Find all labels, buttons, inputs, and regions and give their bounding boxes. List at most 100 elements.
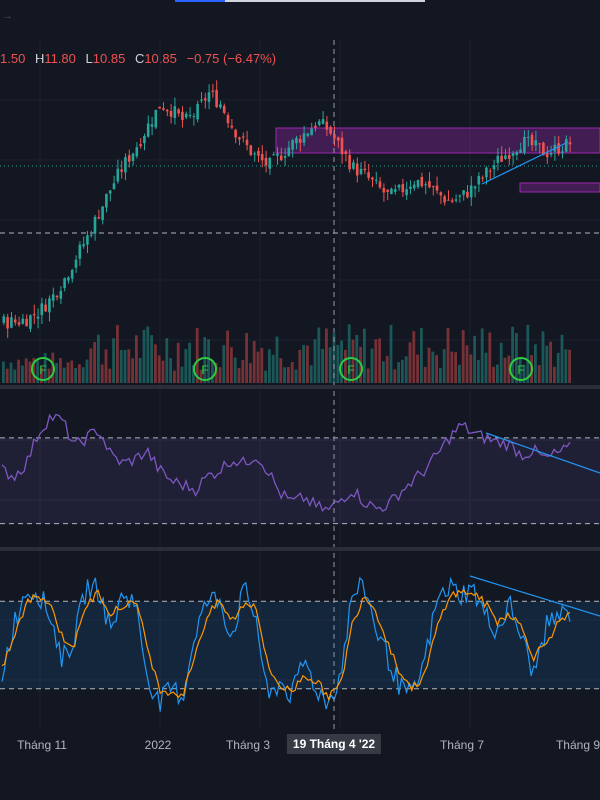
volume-bar [169,358,172,383]
volume-bar [230,347,233,383]
volume-bar [461,330,465,383]
candle-body [314,125,317,128]
candle-body [238,137,241,140]
candle-body [298,139,302,143]
volume-bar [408,342,412,383]
pane-separator[interactable] [0,547,600,551]
candle-body [454,199,458,201]
volume-bar [458,364,461,383]
candle-body [530,134,534,146]
candle-body [431,186,435,188]
low-value: 10.85 [92,51,126,66]
volume-bar [165,338,169,383]
volume-bar [116,325,119,383]
volume-bar [469,354,473,383]
candle-body [2,316,6,323]
candle-body [355,163,359,176]
candle-body [260,154,264,161]
candle-body [158,106,161,109]
candle-body [272,154,275,156]
candle-body [6,317,9,329]
volume-bar [336,344,340,383]
volume-bar [271,354,275,383]
candle-body [112,183,116,189]
volume-bar [553,366,556,383]
high-value: 11.80 [44,51,76,66]
volume-bar [534,344,537,383]
volume-bar [306,345,309,383]
volume-bar [412,331,416,383]
candle-body [116,168,120,182]
volume-bar [385,355,389,383]
volume-bar [252,341,256,383]
volume-bar [100,364,104,383]
candle-body [485,167,488,178]
candle-body [162,108,165,110]
collapse-arrow-icon[interactable]: → [2,10,13,22]
candle-body [219,104,222,108]
volume-bar [32,358,36,383]
volume-bar [24,358,28,383]
x-tick-label: Tháng 11 [17,738,67,752]
inactive-tab-indicator[interactable] [225,0,425,2]
candle-body [150,124,154,127]
volume-bar [378,338,381,383]
candle-body [276,153,279,156]
candle-body [25,318,28,327]
candle-body [17,322,21,325]
candle-body [196,103,199,120]
volume-bar [226,330,229,383]
volume-bar [427,347,431,383]
candle-body [542,142,545,156]
candle-body [48,298,51,313]
volume-bar [537,365,541,383]
volume-bar [28,361,32,383]
close-key: C [134,51,145,66]
stoch-k-line [1,576,571,712]
candle-body [131,153,135,161]
volume-bar [47,368,51,383]
volume-bar [135,335,138,383]
candle-body [177,109,180,114]
candle-body [511,153,515,156]
candle-body [241,136,245,138]
candle-body [173,106,177,118]
candle-body [245,139,249,146]
volume-bar [203,337,207,383]
crosshair-date-label: 19 Tháng 4 '22 [286,734,382,754]
pane-separator[interactable] [0,385,600,389]
candle-body [120,169,123,172]
candle-body [329,127,332,134]
volume-bar [496,364,499,383]
candle-body [188,115,192,117]
candle-body [268,157,272,169]
candle-body [143,135,146,144]
volume-bar [161,360,165,383]
candle-body [215,89,218,107]
volume-bar [317,327,321,383]
volume-bar [328,347,332,383]
volume-bar [545,345,549,383]
volume-bar [188,342,191,383]
candle-body [496,155,500,163]
candle-body [302,133,306,143]
candle-body [82,244,85,247]
volume-bar [366,368,370,383]
change-value: −0.75 (−6.47%) [186,51,277,66]
volume-bar [549,341,552,383]
volume-bar [256,351,260,383]
volume-bar [465,345,469,383]
active-tab-indicator[interactable] [175,0,225,2]
volume-bar [499,342,503,383]
volume-bar [290,362,294,383]
candle-body [169,110,173,117]
volume-bar [17,359,20,383]
volume-bar [127,349,131,383]
volume-bar [560,334,564,383]
candle-body [401,184,405,193]
volume-bar [59,358,62,383]
price-trendline [481,141,569,185]
volume-bar [241,359,245,383]
volume-bar [541,331,545,383]
